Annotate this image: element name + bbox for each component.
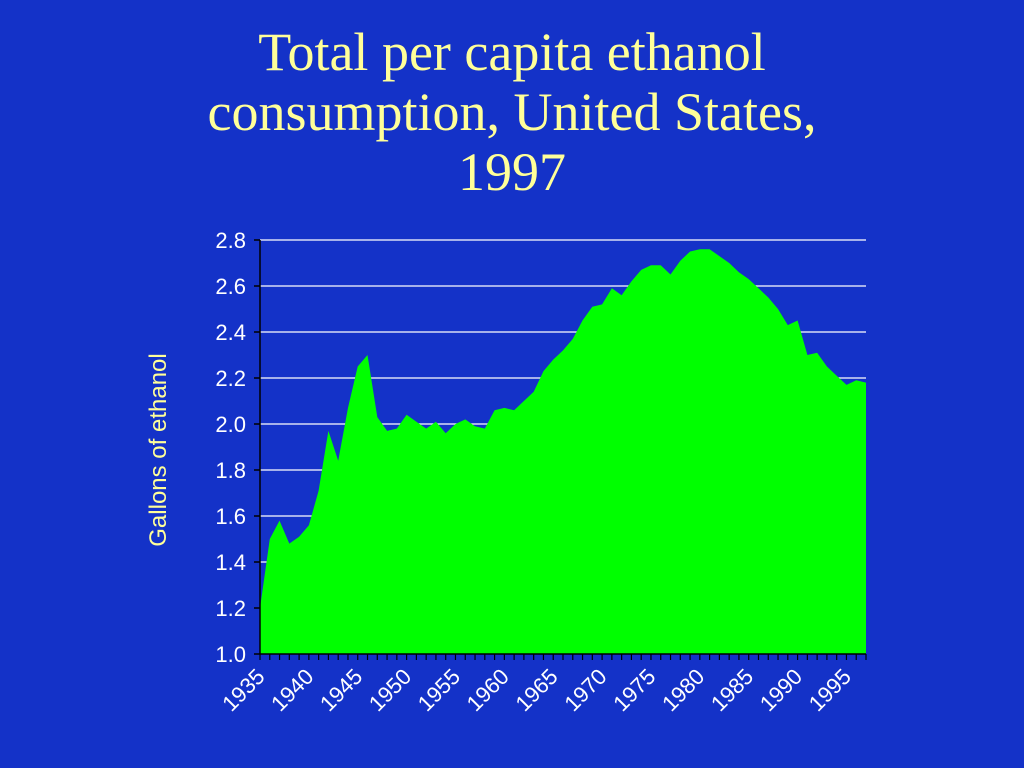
x-tick-label-5: 1960	[462, 664, 514, 716]
y-axis-ticks: 1.0 1.2 1.4 1.6 1.8 2.0 2.2 2.4 2.6 2.8	[215, 228, 260, 667]
x-tick-label-4: 1955	[413, 664, 465, 716]
y-tick-label-4: 1.8	[215, 458, 246, 483]
y-tick-label-3: 1.6	[215, 504, 246, 529]
y-tick-label-0: 1.0	[215, 642, 246, 667]
y-tick-label-2: 1.4	[215, 550, 246, 575]
y-tick-label-1: 1.2	[215, 596, 246, 621]
x-axis-ticks: 1935194019451950195519601965197019751980…	[217, 654, 867, 716]
y-tick-label-8: 2.6	[215, 274, 246, 299]
x-tick-label-7: 1970	[559, 664, 611, 716]
x-tick-label-3: 1950	[364, 664, 416, 716]
x-tick-label-1: 1940	[266, 664, 318, 716]
x-tick-label-0: 1935	[217, 664, 269, 716]
chart-title-line-3: 1997	[458, 142, 566, 202]
x-tick-label-2: 1945	[315, 664, 367, 716]
y-tick-label-9: 2.8	[215, 228, 246, 253]
x-tick-label-6: 1965	[510, 664, 562, 716]
x-tick-label-12: 1995	[804, 664, 856, 716]
y-tick-label-5: 2.0	[215, 412, 246, 437]
y-axis-title: Gallons of ethanol	[145, 353, 172, 546]
x-tick-label-10: 1985	[706, 664, 758, 716]
x-tick-label-9: 1980	[657, 664, 709, 716]
consumption-area	[260, 249, 866, 654]
y-tick-label-7: 2.4	[215, 320, 246, 345]
x-tick-label-8: 1975	[608, 664, 660, 716]
chart-title-line-2: consumption, United States,	[207, 82, 817, 142]
y-tick-label-6: 2.2	[215, 366, 246, 391]
chart-title: Total per capita ethanol consumption, Un…	[0, 22, 1024, 202]
x-tick-label-11: 1990	[755, 664, 807, 716]
chart-title-line-1: Total per capita ethanol	[258, 22, 766, 82]
